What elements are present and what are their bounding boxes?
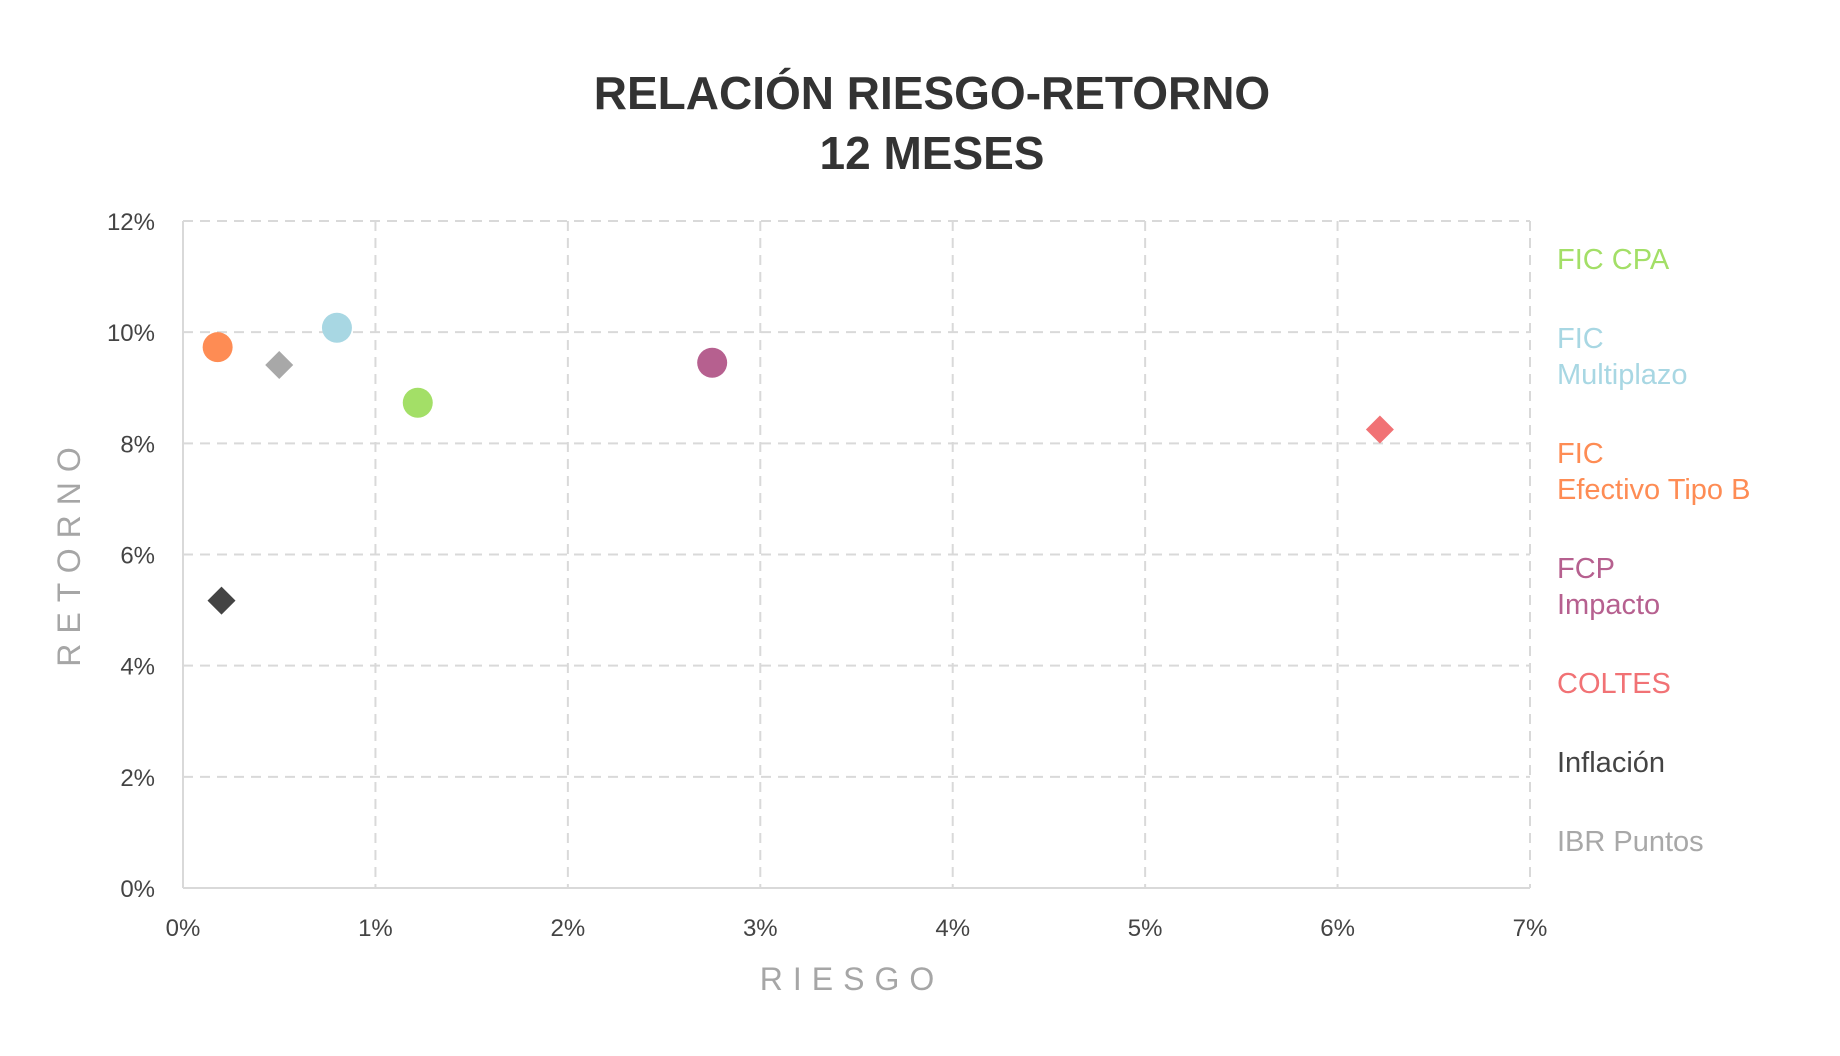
data-point-4 [1365, 415, 1394, 444]
legend-entry-4-line-1: COLTES [1557, 668, 1671, 700]
x-tick-labels: 0% 1% 2% 3% 4% 5% 6% 7% [166, 915, 1548, 942]
x-tick-label-3: 3% [743, 915, 778, 942]
legend-entry-2: FIC Efectivo Tipo B [1557, 438, 1750, 506]
legend-entry-3: FCP Impacto [1557, 553, 1660, 621]
y-tick-label-5: 10% [107, 320, 155, 347]
legend-entry-3-line-2: Impacto [1557, 589, 1660, 621]
chart-title: RELACIÓN RIESGO-RETORNO 12 MESES [594, 67, 1270, 179]
legend-entry-1: FIC Multiplazo [1557, 323, 1688, 391]
data-point-5 [207, 586, 236, 615]
x-tick-label-4: 4% [935, 915, 970, 942]
axes [182, 221, 1530, 889]
legend: FIC CPA FIC Multiplazo FIC Efectivo Tipo B FC… [1557, 244, 1750, 858]
legend-entry-1-line-2: Multiplazo [1557, 359, 1688, 391]
data-point-3 [697, 347, 728, 378]
data-point-6 [265, 350, 294, 379]
grid [183, 220, 1531, 888]
legend-entry-4: COLTES [1557, 668, 1671, 700]
y-tick-label-3: 6% [120, 543, 155, 570]
x-tick-label-0: 0% [166, 915, 201, 942]
data-points [202, 312, 1394, 615]
legend-entry-5-line-1: Inflación [1557, 747, 1665, 779]
legend-entry-0: FIC CPA [1557, 244, 1670, 276]
legend-entry-5: Inflación [1557, 747, 1665, 779]
y-tick-label-4: 8% [120, 431, 155, 458]
data-point-2 [202, 332, 233, 363]
x-tick-label-7: 7% [1513, 915, 1548, 942]
legend-entry-2-line-1: FIC [1557, 438, 1604, 470]
y-tick-label-0: 0% [120, 876, 155, 903]
y-tick-label-2: 4% [120, 654, 155, 681]
data-point-1 [321, 312, 352, 343]
x-tick-label-5: 5% [1128, 915, 1163, 942]
y-axis-title: RETORNO [51, 437, 87, 666]
legend-entry-2-line-2: Efectivo Tipo B [1557, 474, 1750, 506]
y-tick-label-1: 2% [120, 765, 155, 792]
legend-entry-1-line-1: FIC [1557, 323, 1604, 355]
legend-entry-3-line-1: FCP [1557, 553, 1615, 585]
chart-title-line-1: RELACIÓN RIESGO-RETORNO [594, 67, 1270, 119]
x-tick-label-1: 1% [358, 915, 393, 942]
x-axis-title: RIESGO [760, 961, 944, 997]
y-tick-label-6: 12% [107, 209, 155, 236]
legend-entry-6-line-1: IBR Puntos [1557, 826, 1704, 858]
x-tick-label-2: 2% [551, 915, 586, 942]
data-point-0 [402, 387, 433, 418]
legend-entry-0-line-1: FIC CPA [1557, 244, 1670, 276]
chart-title-line-2: 12 MESES [820, 127, 1045, 179]
y-tick-labels: 0% 2% 4% 6% 8% 10% 12% [107, 209, 155, 903]
x-tick-label-6: 6% [1320, 915, 1355, 942]
legend-entry-6: IBR Puntos [1557, 826, 1704, 858]
